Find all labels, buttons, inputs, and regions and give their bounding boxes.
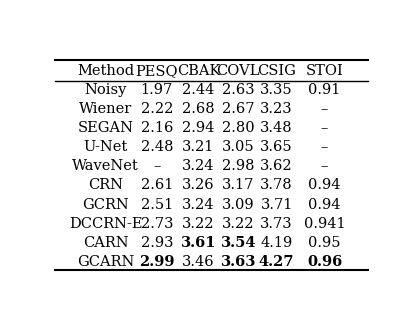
Text: 3.46: 3.46 [182,255,215,269]
Text: 2.94: 2.94 [182,121,215,135]
Text: 3.63: 3.63 [220,255,256,269]
Text: SEGAN: SEGAN [78,121,134,135]
Text: 3.54: 3.54 [220,236,256,250]
Text: CSIG: CSIG [257,64,296,78]
Text: 4.19: 4.19 [260,236,293,250]
Text: COVL: COVL [217,64,260,78]
Text: STOI: STOI [306,64,343,78]
Text: PESQ: PESQ [136,64,178,78]
Text: 3.62: 3.62 [260,159,293,173]
Text: –: – [321,121,328,135]
Text: WaveNet: WaveNet [73,159,139,173]
Text: 3.24: 3.24 [182,197,215,212]
Text: GCRN: GCRN [82,197,129,212]
Text: –: – [321,102,328,116]
Text: 3.65: 3.65 [260,140,293,154]
Text: 3.22: 3.22 [222,217,255,231]
Text: 3.23: 3.23 [260,102,293,116]
Text: 2.63: 2.63 [222,83,255,97]
Text: 3.09: 3.09 [222,197,255,212]
Text: 2.22: 2.22 [140,102,173,116]
Text: 3.61: 3.61 [180,236,216,250]
Text: 0.94: 0.94 [308,197,341,212]
Text: 2.68: 2.68 [182,102,215,116]
Text: CRN: CRN [88,178,123,193]
Text: 3.26: 3.26 [182,178,215,193]
Text: U-Net: U-Net [84,140,128,154]
Text: 2.48: 2.48 [140,140,173,154]
Text: 3.22: 3.22 [182,217,215,231]
Text: 2.99: 2.99 [139,255,175,269]
Text: 0.95: 0.95 [308,236,341,250]
Text: 3.17: 3.17 [222,178,255,193]
Text: 2.73: 2.73 [140,217,173,231]
Text: 1.97: 1.97 [141,83,173,97]
Text: 3.21: 3.21 [182,140,215,154]
Text: 2.67: 2.67 [222,102,255,116]
Text: Noisy: Noisy [84,83,127,97]
Text: 4.27: 4.27 [259,255,294,269]
Text: CBAK: CBAK [177,64,220,78]
Text: 0.941: 0.941 [304,217,345,231]
Text: 2.80: 2.80 [222,121,255,135]
Text: 0.96: 0.96 [307,255,342,269]
Text: Method: Method [77,64,134,78]
Text: 3.35: 3.35 [260,83,293,97]
Text: 3.78: 3.78 [260,178,293,193]
Text: 3.24: 3.24 [182,159,215,173]
Text: 3.48: 3.48 [260,121,293,135]
Text: DCCRN-E: DCCRN-E [69,217,143,231]
Text: 3.73: 3.73 [260,217,293,231]
Text: 2.61: 2.61 [140,178,173,193]
Text: Wiener: Wiener [79,102,132,116]
Text: 3.05: 3.05 [222,140,255,154]
Text: 2.98: 2.98 [222,159,255,173]
Text: –: – [321,159,328,173]
Text: 0.94: 0.94 [308,178,341,193]
Text: 0.91: 0.91 [308,83,341,97]
Text: CARN: CARN [83,236,129,250]
Text: 2.51: 2.51 [141,197,173,212]
Text: –: – [153,159,161,173]
Text: 2.16: 2.16 [140,121,173,135]
Text: 3.71: 3.71 [260,197,293,212]
Text: –: – [321,140,328,154]
Text: 2.44: 2.44 [182,83,215,97]
Text: GCARN: GCARN [77,255,134,269]
Text: 2.93: 2.93 [140,236,173,250]
